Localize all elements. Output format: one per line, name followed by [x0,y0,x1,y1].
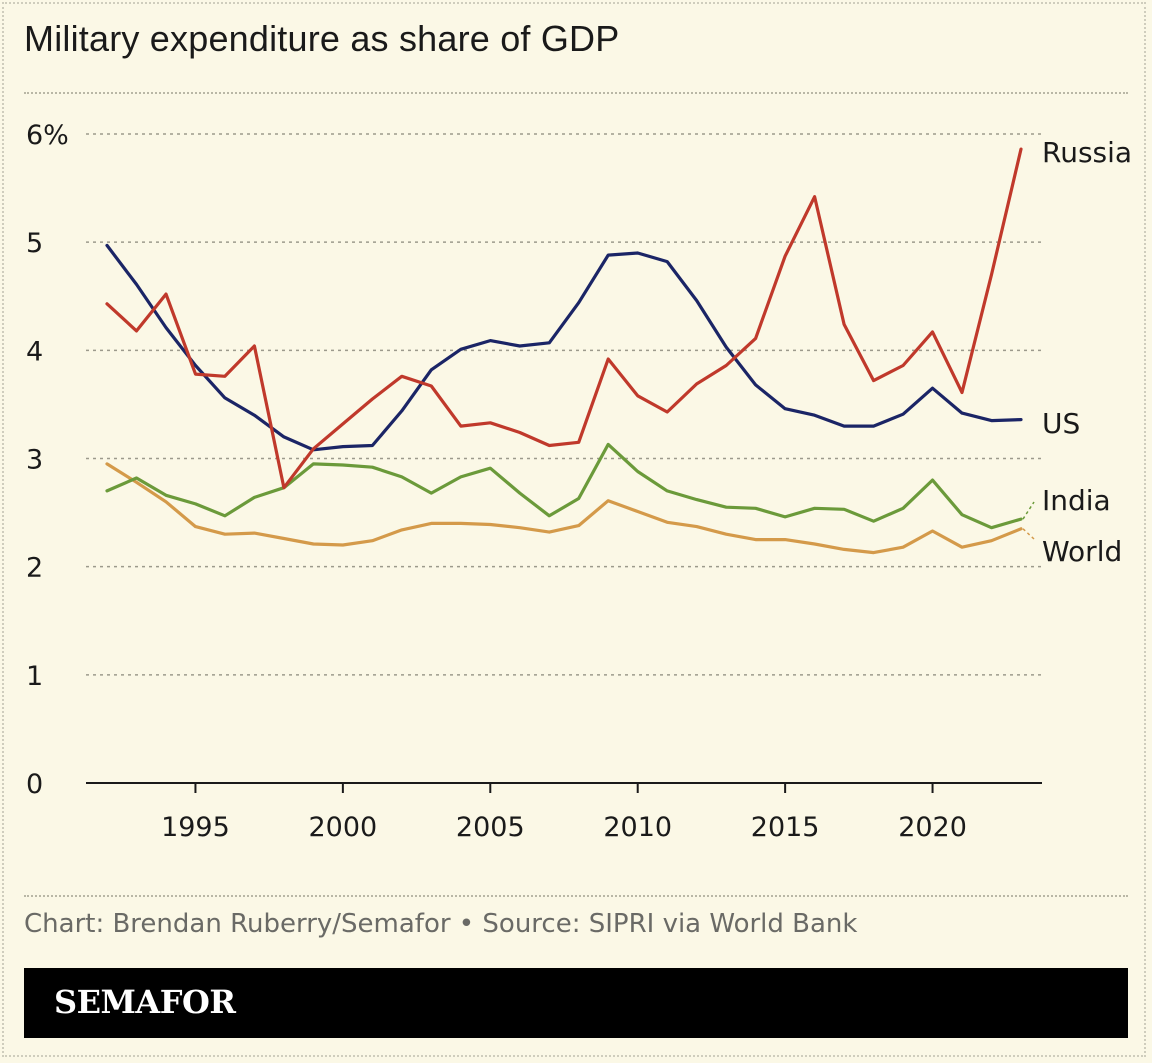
series-label-russia: Russia [1042,136,1132,169]
series-line-india [105,442,1023,530]
x-tick-label: 2010 [603,812,672,843]
x-tick-label: 2005 [456,812,525,843]
y-tick-label: 4 [26,336,43,367]
series-labels: Russia US India World [1022,136,1132,568]
series-line-russia [105,147,1023,490]
y-tick-label: 1 [26,661,43,692]
series-label-us: US [1042,407,1080,440]
series-line-world [105,462,1023,555]
series-label-world: World [1042,535,1122,568]
top-divider [24,92,1128,94]
source-note: Chart: Brendan Ruberry/Semafor • Source:… [24,909,858,939]
gridlines [86,133,1042,784]
x-tick-label: 1995 [161,812,230,843]
bottom-divider [24,895,1128,897]
x-tick-label: 2000 [309,812,378,843]
y-tick-label: 2 [26,553,43,584]
brand-bar: SEMAFOR [24,968,1128,1038]
line-chart: 0 1 2 3 4 5 6% 1995 2000 2005 2010 2015 2020 Russia… [26,120,1132,843]
semafor-logo: SEMAFOR [54,983,236,1021]
label-connector [1022,501,1035,520]
x-tick-label: 2020 [898,812,967,843]
x-tick-label: 2015 [751,812,820,843]
x-axis-ticks: 1995 2000 2005 2010 2015 2020 [161,783,967,843]
y-tick-label: 0 [26,769,43,800]
series-label-india: India [1042,484,1111,517]
y-axis-ticks: 0 1 2 3 4 5 6% [26,120,69,800]
series-lines [105,147,1023,555]
y-tick-label: 3 [26,445,43,476]
series-line-us [105,243,1023,452]
y-tick-label: 6% [26,120,69,151]
chart-title: Military expenditure as share of GDP [24,18,620,59]
y-tick-label: 5 [26,228,43,259]
label-connector [1022,528,1035,540]
